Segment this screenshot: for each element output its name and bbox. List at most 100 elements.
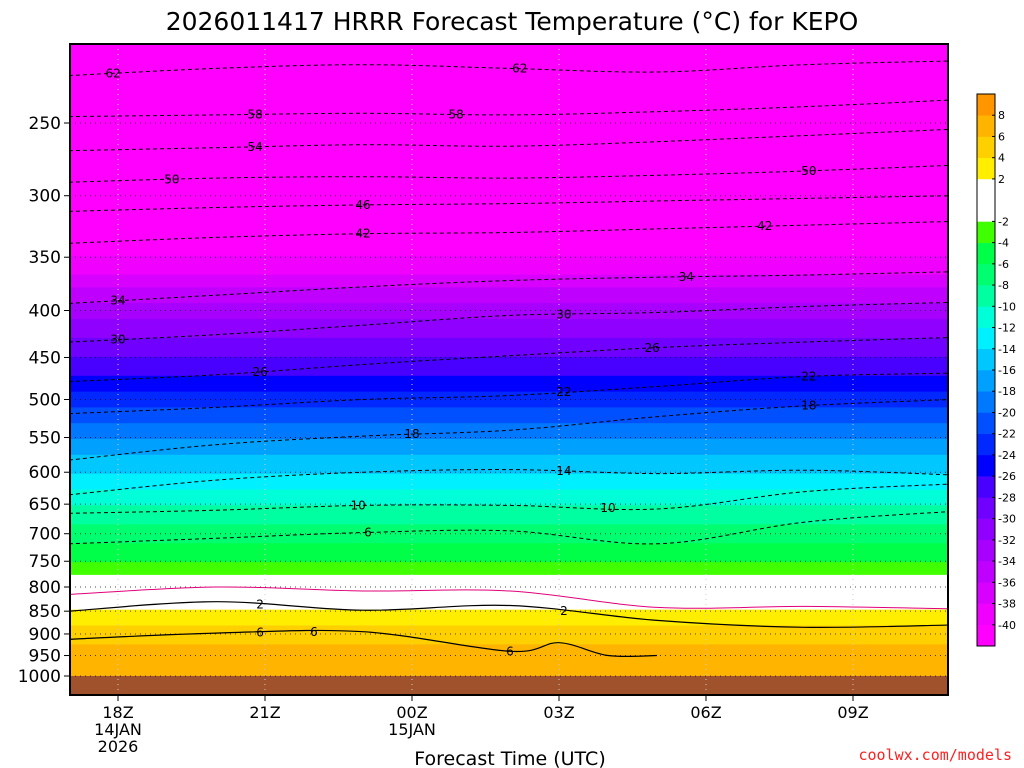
isotherm-line [70, 164, 948, 183]
colorbar-label: -6 [998, 258, 1009, 271]
fill-band [70, 581, 948, 585]
plot-frame [69, 43, 949, 696]
fill-band [70, 293, 948, 298]
fill-band [70, 104, 948, 108]
y-tick-label: 500 [29, 391, 61, 411]
fill-band [70, 170, 948, 175]
isotherm-line [70, 586, 948, 610]
fill-band [70, 287, 948, 292]
fill-band [70, 467, 948, 472]
fill-band [70, 407, 948, 412]
colorbar-swatch [977, 433, 995, 456]
isotherm-line [70, 128, 948, 152]
fill-band [70, 410, 948, 415]
fill-band [70, 404, 948, 408]
fill-band [70, 552, 948, 557]
fill-band [70, 296, 948, 301]
fill-band [70, 502, 948, 506]
fill-band [70, 135, 948, 140]
colorbar-swatch [977, 561, 995, 583]
colorbar-swatch [977, 94, 995, 116]
fill-band [70, 574, 948, 579]
fill-band [70, 325, 948, 329]
colorbar-swatch [977, 391, 995, 413]
fill-band [70, 148, 948, 153]
colorbar-label: 8 [998, 109, 1005, 122]
fill-band [70, 416, 948, 421]
isotherm-label: 30 [556, 307, 571, 321]
y-tick-label: 900 [29, 625, 61, 645]
fill-band [70, 192, 948, 197]
fill-band [70, 543, 948, 548]
fill-band [70, 559, 948, 563]
fill-band [70, 372, 948, 377]
fill-band [70, 350, 948, 355]
y-tick-label: 450 [29, 348, 61, 368]
isotherm-line [70, 195, 948, 212]
fill-band [70, 220, 948, 225]
fill-band [70, 378, 948, 383]
colorbar-label: -20 [998, 406, 1016, 419]
fill-band [70, 113, 948, 118]
colorbar-swatch [977, 157, 995, 180]
isotherm-label: 62 [105, 66, 120, 80]
fill-band [70, 540, 948, 544]
x-axis-label: Forecast Time (UTC) [414, 748, 605, 768]
colorbar-swatch [977, 497, 995, 519]
isotherm-label: 50 [164, 172, 179, 186]
fill-band [70, 116, 948, 121]
fill-band [70, 464, 948, 469]
fill-band [70, 536, 948, 541]
isotherm-label: 58 [448, 107, 463, 121]
fill-band [70, 123, 948, 127]
isotherm-line [70, 469, 948, 496]
fill-band [70, 97, 948, 102]
fill-band [70, 546, 948, 551]
fill-band [70, 647, 948, 652]
fill-band [70, 239, 948, 244]
isotherm-line [70, 399, 948, 461]
y-tick-label: 750 [29, 552, 61, 572]
isotherm-label: 22 [556, 385, 571, 399]
fill-band [70, 119, 948, 124]
fill-band [70, 208, 948, 213]
fill-band [70, 341, 948, 345]
fill-band [70, 442, 948, 446]
colorbar-label: 6 [998, 130, 1005, 143]
isotherm-label: 2 [560, 604, 568, 618]
fill-band [70, 615, 948, 620]
fill-band [70, 236, 948, 241]
fill-band [70, 100, 948, 105]
fill-band [70, 631, 948, 636]
isotherm-label: 58 [248, 108, 263, 122]
fill-band [70, 625, 948, 630]
y-tick-label: 550 [29, 429, 61, 449]
fill-band [70, 94, 948, 99]
fill-band [70, 255, 948, 260]
fill-band [70, 309, 948, 314]
fill-band [70, 562, 948, 566]
colorbar-swatch [977, 518, 995, 541]
fill-band [70, 258, 948, 263]
colorbar-label: -30 [998, 513, 1016, 526]
colorbar-swatch [977, 412, 995, 434]
fill-band [70, 638, 948, 642]
fill-band [70, 524, 948, 529]
fill-band [70, 448, 948, 453]
fill-band [70, 435, 948, 440]
fill-band [70, 375, 948, 380]
fill-band [70, 53, 948, 58]
fill-band [70, 432, 948, 437]
fill-band [70, 429, 948, 434]
fill-band [70, 306, 948, 311]
fill-band [70, 160, 948, 165]
fill-band [70, 606, 948, 611]
fill-band [70, 521, 948, 525]
isotherm-line [70, 99, 948, 118]
fill-band [70, 480, 948, 484]
fill-band [70, 107, 948, 111]
fill-band [70, 530, 948, 535]
fill-band [70, 59, 948, 64]
fill-band [70, 366, 948, 371]
y-tick-label: 950 [29, 647, 61, 667]
